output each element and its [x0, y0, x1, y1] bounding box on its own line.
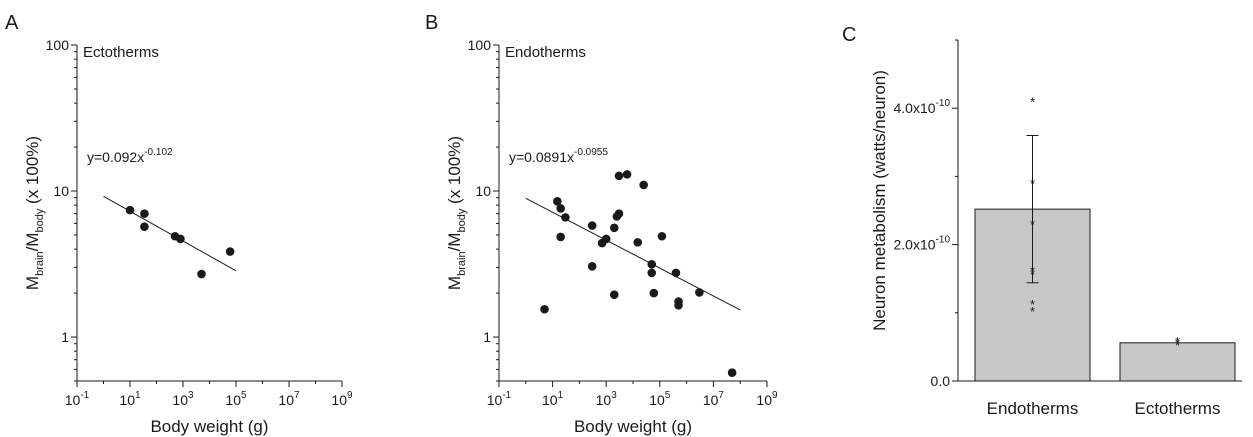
bar-ectotherms — [1119, 342, 1236, 382]
category-label: Ectotherms — [1135, 399, 1221, 418]
x-tick-label: 103 — [596, 390, 618, 408]
group-annotation: Endotherms — [505, 44, 586, 61]
x-axis-label: Body weight (g) — [150, 417, 268, 436]
x-tick-label: 101 — [119, 390, 141, 408]
data-point — [140, 209, 149, 218]
y-tick-label: 100 — [468, 37, 492, 53]
y-axis-label: Mbrain/Mbody (x 100%) — [23, 136, 46, 290]
fit-equation: y=0.0891x-0.0955 — [509, 147, 608, 165]
data-point — [556, 204, 565, 213]
y-tick-label: 2.0x10-10 — [894, 235, 951, 253]
data-point — [639, 180, 648, 190]
category-label: Endotherms — [987, 399, 1079, 418]
data-point — [609, 223, 619, 233]
data-point — [671, 268, 681, 278]
data-point — [561, 213, 570, 222]
data-point — [587, 262, 597, 271]
data-point-asterisk: * — [1175, 334, 1180, 349]
data-point-asterisk: * — [1030, 264, 1035, 279]
panel-b-endotherms-scatter: 10-1 101 103 105 107 109 1 10 100 B Endotherms y=0.… — [425, 12, 778, 436]
y-tick-label: 10 — [53, 183, 69, 199]
y-tick-label: 4.0x10-10 — [894, 98, 951, 116]
data-point — [587, 221, 597, 230]
x-tick-label: 109 — [756, 390, 778, 408]
x-tick-label: 107 — [703, 390, 725, 408]
data-point-asterisk: * — [1030, 217, 1035, 232]
x-tick-label: 105 — [649, 390, 671, 408]
data-point — [553, 197, 562, 206]
data-point — [622, 170, 632, 179]
fit-line — [525, 197, 741, 311]
panel-letter: C — [842, 24, 856, 46]
data-point — [649, 288, 659, 298]
x-tick-label: 10-1 — [65, 390, 90, 408]
data-point-asterisk: * — [1030, 297, 1035, 312]
y-tick-label: 0.0 — [931, 373, 951, 389]
data-point — [140, 222, 149, 231]
x-tick-label: 101 — [542, 390, 564, 408]
data-point-asterisk: * — [1175, 336, 1180, 351]
x-tick-label: 109 — [331, 390, 353, 408]
x-tick-label: 10-1 — [487, 390, 512, 408]
fit-equation: y=0.092x-0.102 — [87, 147, 173, 165]
data-point — [601, 234, 611, 244]
data-point-asterisk: * — [1030, 176, 1035, 191]
data-point-asterisk: * — [1030, 304, 1035, 319]
y-tick-label: 10 — [475, 183, 491, 199]
y-tick-label: 1 — [483, 329, 491, 345]
data-point-asterisk: * — [1030, 94, 1035, 109]
x-tick-label: 107 — [278, 390, 300, 408]
data-point — [657, 231, 667, 241]
data-point — [647, 268, 657, 278]
data-point-asterisk: * — [1175, 338, 1180, 353]
data-point — [197, 269, 206, 279]
data-point — [176, 234, 185, 244]
y-tick-label: 100 — [46, 37, 70, 53]
data-point — [125, 205, 135, 215]
group-annotation: Ectotherms — [83, 44, 159, 61]
panel-a-ectotherms-scatter: 10-1 101 103 105 107 109 1 10 100 A Ectotherms y=0.… — [5, 12, 353, 436]
fit-line — [103, 195, 237, 272]
data-point — [225, 247, 235, 256]
panel-letter: A — [5, 12, 19, 34]
data-point — [614, 209, 624, 218]
panel-c-neuron-metabolism-bar-chart: *******Endotherms***Ectotherms0.02.0x10-… — [842, 24, 1242, 418]
x-tick-label: 103 — [172, 390, 194, 408]
x-tick-label: 105 — [225, 390, 247, 408]
x-axis-label: Body weight (g) — [574, 417, 692, 436]
data-point — [556, 232, 565, 242]
data-point — [614, 171, 624, 181]
data-point — [647, 259, 657, 269]
data-point — [540, 304, 549, 314]
y-tick-label: 1 — [61, 329, 69, 345]
y-axis-label: Mbrain/Mbody (x 100%) — [445, 136, 468, 290]
data-point — [633, 238, 643, 247]
data-point-asterisk: * — [1030, 267, 1035, 282]
y-axis-label: Neuron metabolism (watts/neuron) — [870, 70, 889, 331]
data-point — [674, 300, 683, 310]
panel-letter: B — [425, 12, 438, 34]
data-point — [727, 368, 737, 377]
data-point — [609, 290, 619, 299]
data-point — [695, 288, 704, 297]
